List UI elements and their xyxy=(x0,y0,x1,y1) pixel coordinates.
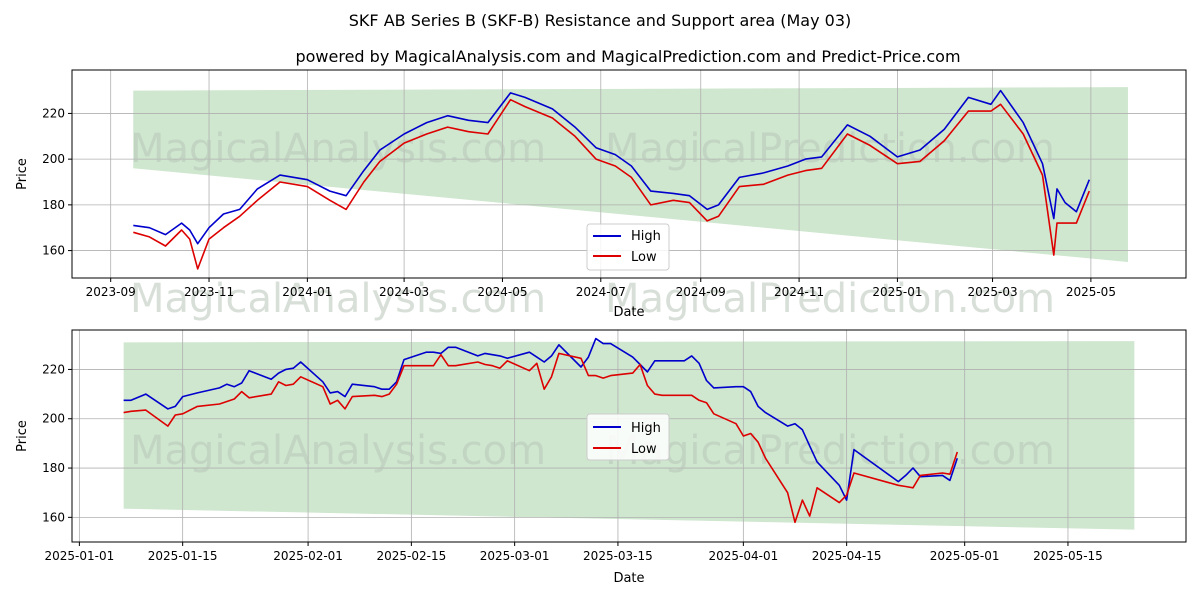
legend-label-high-bottom: High xyxy=(631,421,661,436)
x-tick-label: 2025-03-15 xyxy=(583,549,653,563)
x-tick-label: 2025-02-15 xyxy=(376,549,446,563)
legend-label-low-bottom: Low xyxy=(631,442,657,457)
y-tick-label: 160 xyxy=(42,510,65,524)
x-tick-label: 2025-05-15 xyxy=(1033,549,1103,563)
x-tick-label: 2023-09 xyxy=(86,285,136,299)
y-tick-label: 220 xyxy=(42,362,65,376)
series-line-low xyxy=(133,98,1091,270)
watermark-prediction: MagicalPrediction.com xyxy=(605,126,1055,172)
x-tick-label: 2025-04-15 xyxy=(812,549,882,563)
legend-label-high: High xyxy=(631,229,661,244)
y-tick-label: 200 xyxy=(42,152,65,166)
x-tick-label: 2024-03 xyxy=(379,285,429,299)
x-tick-label: 2024-11 xyxy=(774,285,824,299)
legend-bottom: High Low xyxy=(586,413,670,461)
watermark-analysis-lower: MagicalAnalysis.com xyxy=(130,276,546,322)
series-line-low xyxy=(123,352,959,524)
x-tick-label: 2023-11 xyxy=(184,285,234,299)
x-tick-label: 2024-07 xyxy=(576,285,626,299)
x-tick-label: 2025-05 xyxy=(1066,285,1116,299)
x-tick-label: 2025-03 xyxy=(967,285,1017,299)
bottom-price-panel: MagicalAnalysis.com MagicalPrediction.co… xyxy=(15,329,1187,586)
x-tick-label: 2025-05-01 xyxy=(930,549,1000,563)
x-tick-label: 2024-05 xyxy=(477,285,527,299)
watermark-analysis-bottom: MagicalAnalysis.com xyxy=(130,428,546,474)
watermark-analysis: MagicalAnalysis.com xyxy=(130,126,546,172)
legend-label-low: Low xyxy=(631,250,657,265)
y-tick-label: 180 xyxy=(42,198,65,212)
plot-frame xyxy=(71,69,1187,279)
y-tick-label: 180 xyxy=(42,461,65,475)
x-tick-label: 2025-01-01 xyxy=(45,549,115,563)
y-tick-label: 200 xyxy=(42,412,65,426)
resistance-support-band xyxy=(133,87,1128,263)
plot-frame-bottom xyxy=(71,329,1187,543)
x-tick-label: 2024-09 xyxy=(676,285,726,299)
y-tick-label: 220 xyxy=(42,106,65,120)
legend: High Low xyxy=(586,223,670,271)
top-price-panel: MagicalAnalysis.com MagicalPrediction.co… xyxy=(15,69,1187,322)
x-tick-label: 2025-01-15 xyxy=(148,549,218,563)
x-tick-label: 2025-02-01 xyxy=(273,549,343,563)
series-line-high xyxy=(123,337,959,501)
x-tick-label: 2025-04-01 xyxy=(708,549,778,563)
watermark-prediction-bottom: MagicalPrediction.com xyxy=(605,428,1055,474)
chart-title: SKF AB Series B (SKF-B) Resistance and S… xyxy=(349,11,852,30)
watermark-prediction-lower: MagicalPrediction.com xyxy=(605,276,1055,322)
y-axis-label-bottom: Price xyxy=(15,420,30,452)
y-tick-label: 160 xyxy=(42,244,65,258)
x-axis-label-bottom: Date xyxy=(613,571,644,586)
x-axis-label: Date xyxy=(613,305,644,320)
chart-subtitle: powered by MagicalAnalysis.com and Magic… xyxy=(295,47,960,66)
series-line-high xyxy=(133,89,1091,245)
x-tick-label: 2024-01 xyxy=(282,285,332,299)
y-axis-label: Price xyxy=(15,158,30,190)
x-tick-label: 2025-01 xyxy=(872,285,922,299)
x-tick-label: 2025-03-01 xyxy=(480,549,550,563)
